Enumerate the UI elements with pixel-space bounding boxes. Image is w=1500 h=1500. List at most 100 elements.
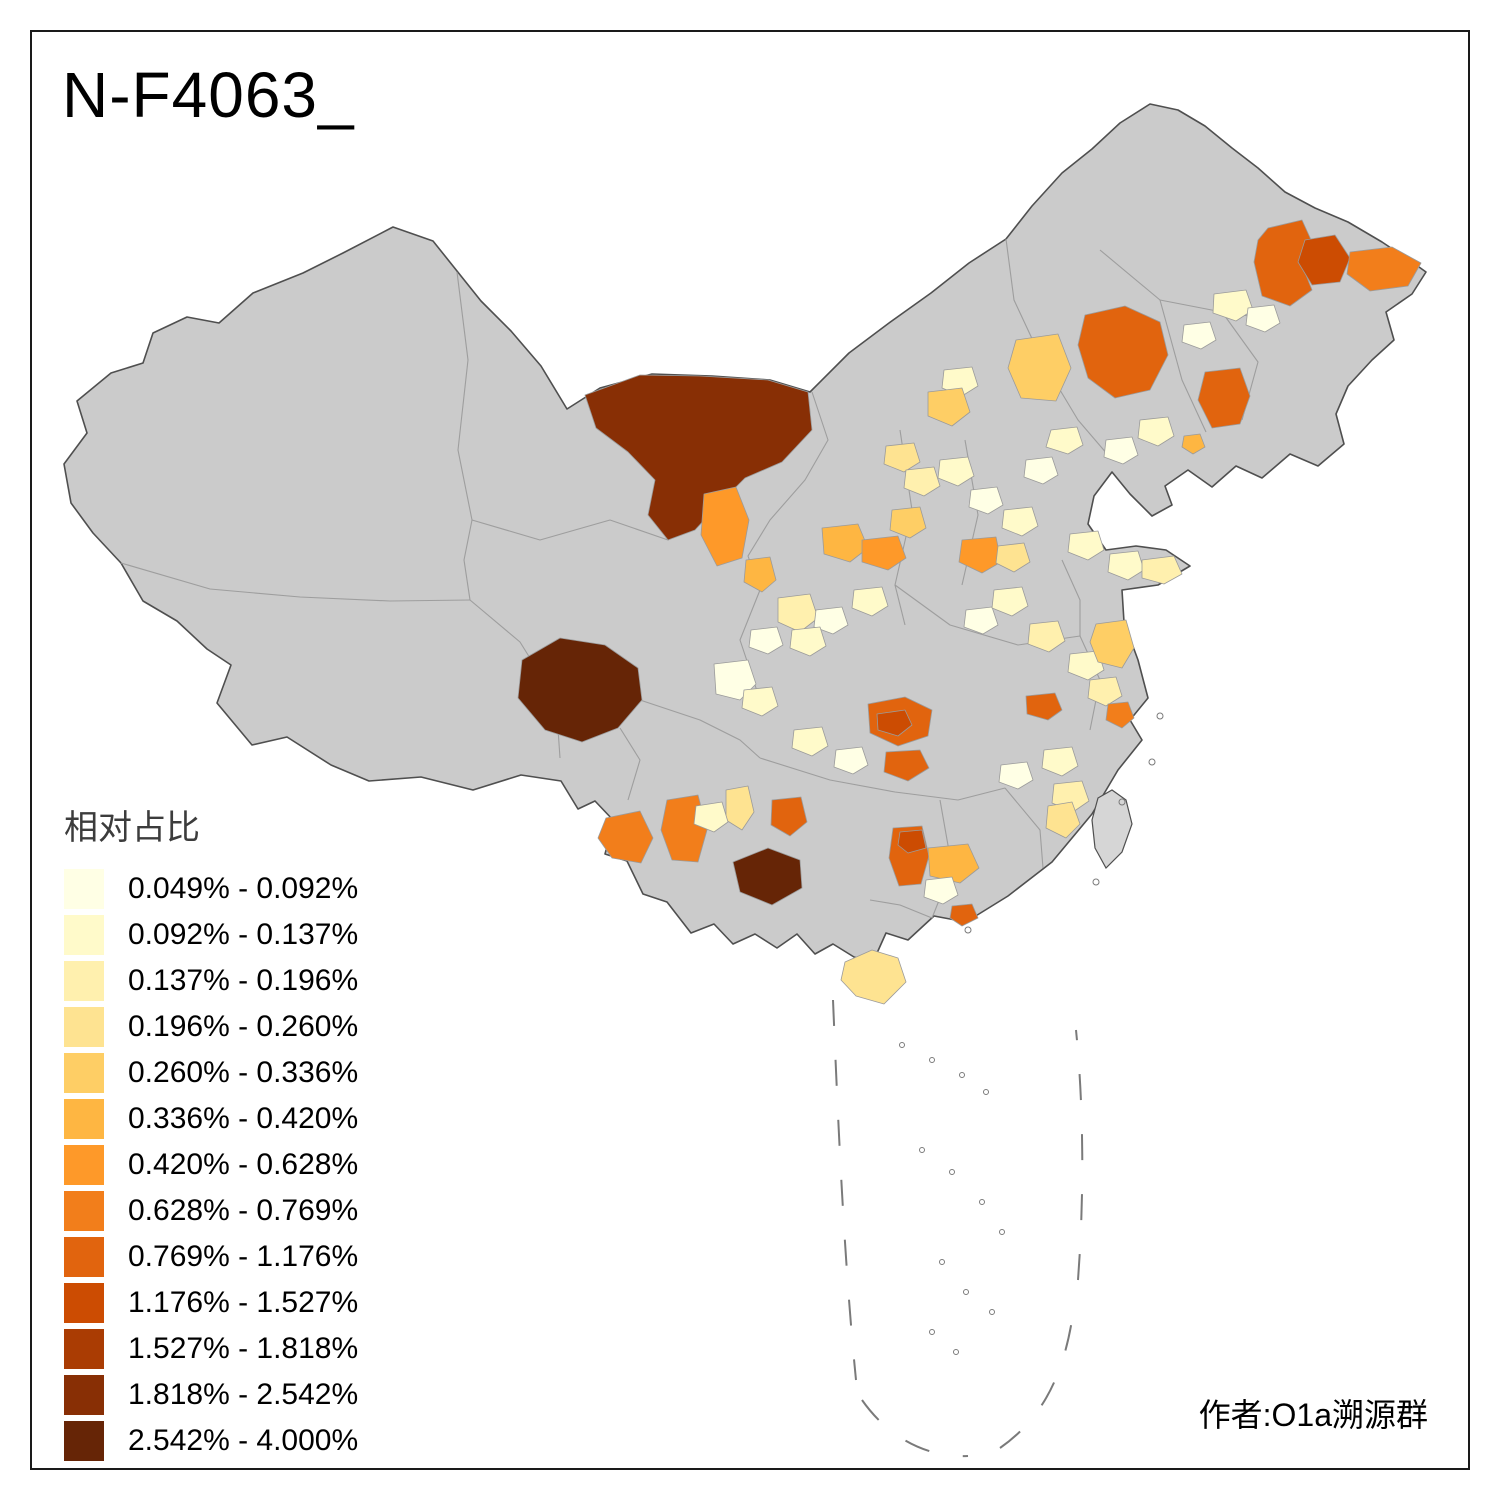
map-shape (759, 757, 1006, 801)
south-china-sea-islets (899, 1042, 1005, 1355)
hainan-island (840, 949, 907, 1005)
legend-item: 0.769% - 1.176% (64, 1237, 358, 1277)
map-region (963, 606, 999, 635)
legend-swatch (64, 1237, 104, 1277)
map-shape (919, 1147, 925, 1153)
map-shape (1092, 878, 1100, 886)
map-legend: 相对占比 0.049% - 0.092% 0.092% - 0.137% 0.137… (64, 800, 358, 1467)
legend-item: 0.260% - 0.336% (64, 1053, 358, 1093)
map-shape (456, 271, 473, 601)
legend-item: 0.049% - 0.092% (64, 869, 358, 909)
map-region (1107, 550, 1145, 581)
map-region (1045, 426, 1084, 455)
legend-label: 0.092% - 0.137% (128, 918, 359, 951)
attribution: 作者:O1a溯源群 (1198, 1397, 1428, 1433)
legend-label: 0.336% - 0.420% (128, 1102, 359, 1135)
map-region (1297, 234, 1351, 286)
map-region (821, 523, 869, 563)
map-shape (1148, 758, 1156, 766)
map-region (741, 686, 779, 717)
map-shape (999, 1319, 1073, 1449)
map-region (1025, 692, 1063, 721)
taiwan-island (1091, 789, 1133, 869)
map-shape (1004, 787, 1044, 869)
legend-label: 0.049% - 0.092% (128, 872, 359, 905)
map-region (1067, 530, 1105, 561)
map-shape (979, 1199, 985, 1205)
legend-swatch (64, 1053, 104, 1093)
map-region (1181, 433, 1206, 455)
legend-swatch (64, 1145, 104, 1185)
legend-swatch (64, 1329, 104, 1369)
map-region (998, 761, 1034, 790)
map-region (927, 387, 971, 427)
map-region (1105, 701, 1135, 729)
map-shape (939, 1259, 945, 1265)
map-shape (1118, 798, 1126, 806)
legend-swatch (64, 1099, 104, 1139)
legend-swatch (64, 1191, 104, 1231)
legend-label: 0.769% - 1.176% (128, 1240, 359, 1273)
map-region (968, 486, 1004, 515)
legend-label: 0.196% - 0.260% (128, 1010, 359, 1043)
legend-title: 相对占比 (64, 809, 200, 847)
map-shape (1075, 1029, 1084, 1281)
map-region (1023, 456, 1059, 485)
map-region (770, 796, 808, 837)
map-region (1212, 289, 1254, 322)
legend-item: 0.137% - 0.196% (64, 961, 358, 1001)
legend-item: 0.420% - 0.628% (64, 1145, 358, 1185)
map-region (876, 709, 913, 737)
map-shape (953, 1349, 959, 1355)
legend-item: 1.176% - 1.527% (64, 1283, 358, 1323)
legend-swatch (64, 915, 104, 955)
map-region (883, 442, 921, 473)
map-region (923, 876, 959, 905)
legend-label: 0.260% - 0.336% (128, 1056, 359, 1089)
map-region (700, 486, 750, 567)
map-region (1087, 676, 1123, 707)
map-region (777, 593, 819, 633)
map-region (941, 366, 979, 397)
map-region (927, 843, 980, 884)
map-shape (619, 727, 641, 801)
legend-label: 1.176% - 1.527% (128, 1286, 359, 1319)
map-region (1001, 506, 1039, 537)
map-region (995, 542, 1031, 573)
legend-items: 0.049% - 0.092% 0.092% - 0.137% 0.137% - 0… (64, 869, 358, 1461)
map-region (1141, 555, 1183, 585)
legend-swatch (64, 1421, 104, 1461)
map-region (789, 626, 827, 657)
legend-label: 2.542% - 4.000% (128, 1424, 359, 1457)
legend-swatch (64, 1375, 104, 1415)
map-shape (1159, 299, 1207, 433)
coastal-islets (964, 712, 1164, 934)
map-shape (1061, 559, 1081, 636)
map-region (1007, 333, 1072, 402)
legend-swatch (64, 1283, 104, 1323)
map-region (903, 466, 941, 497)
map-region (1077, 305, 1169, 399)
map-region (743, 556, 777, 593)
legend-item: 1.527% - 1.818% (64, 1329, 358, 1369)
map-region (958, 536, 1002, 574)
map-region (1067, 650, 1105, 681)
legend-item: 0.628% - 0.769% (64, 1191, 358, 1231)
map-shape (963, 1289, 969, 1295)
map-region (813, 606, 849, 635)
legend-item: 0.092% - 0.137% (64, 915, 358, 955)
map-shape (983, 1089, 989, 1095)
legend-label: 0.420% - 0.628% (128, 1148, 359, 1181)
legend-item: 0.196% - 0.260% (64, 1007, 358, 1047)
map-region (1041, 746, 1079, 777)
map-region (851, 586, 889, 617)
map-shape (989, 1309, 995, 1315)
map-region (1103, 436, 1139, 465)
legend-item: 0.336% - 0.420% (64, 1099, 358, 1139)
map-region (517, 637, 643, 743)
legend-label: 1.818% - 2.542% (128, 1378, 359, 1411)
legend-label: 0.628% - 0.769% (128, 1194, 359, 1227)
map-shape (964, 926, 972, 934)
